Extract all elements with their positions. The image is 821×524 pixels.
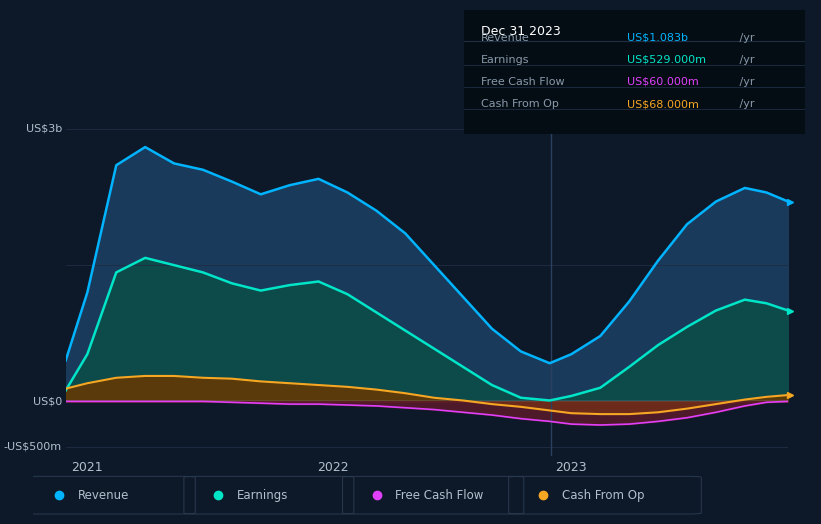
Text: Free Cash Flow: Free Cash Flow [481,77,565,87]
Text: Revenue: Revenue [78,489,130,501]
Text: US$529.000m: US$529.000m [627,55,706,65]
Text: US$0: US$0 [33,396,62,407]
Text: Earnings: Earnings [481,55,530,65]
Text: US$68.000m: US$68.000m [627,99,699,109]
Text: Revenue: Revenue [481,32,530,42]
Text: Cash From Op: Cash From Op [481,99,559,109]
Text: Dec 31 2023: Dec 31 2023 [481,25,561,38]
Text: /yr: /yr [736,77,755,87]
Text: Cash From Op: Cash From Op [562,489,644,501]
Text: US$1.083b: US$1.083b [627,32,688,42]
Text: US$60.000m: US$60.000m [627,77,699,87]
Text: -US$500m: -US$500m [4,442,62,452]
Text: US$3b: US$3b [25,124,62,134]
Text: /yr: /yr [736,99,755,109]
Text: Earnings: Earnings [236,489,288,501]
Text: Past: Past [762,117,787,130]
Text: /yr: /yr [736,55,755,65]
Text: Free Cash Flow: Free Cash Flow [396,489,484,501]
Text: /yr: /yr [736,32,755,42]
